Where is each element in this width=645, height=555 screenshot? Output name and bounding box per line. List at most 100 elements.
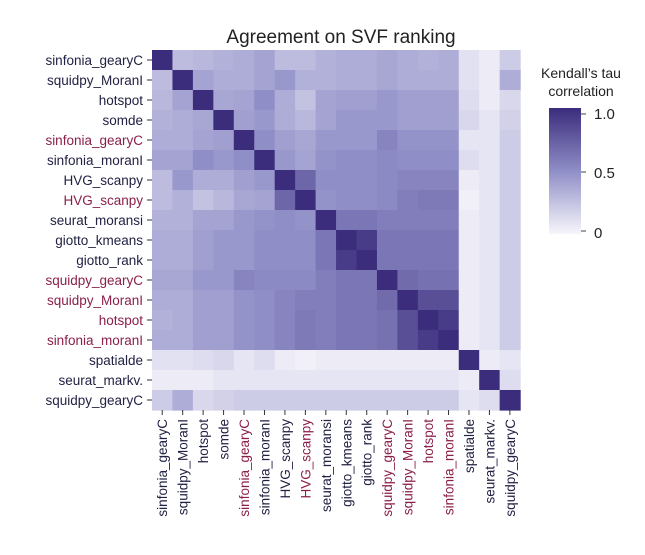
- heatmap-cell: [192, 290, 214, 311]
- heatmap-cell: [152, 210, 174, 231]
- heatmap-cell: [336, 130, 358, 151]
- heatmap-cell: [315, 290, 337, 311]
- heatmap-cell: [274, 310, 296, 331]
- heatmap-cell: [233, 270, 255, 291]
- heatmap-cell: [376, 110, 398, 131]
- colorbar-gradient: [549, 108, 581, 234]
- heatmap-cell: [479, 390, 501, 411]
- heatmap-cell: [172, 370, 194, 391]
- heatmap-cell: [356, 150, 378, 171]
- heatmap-cell: [397, 50, 419, 71]
- heatmap-cell: [254, 230, 276, 251]
- heatmap-cell: [417, 190, 439, 211]
- y-tick-label: HVG_scanpy: [63, 173, 143, 188]
- heatmap-cell: [356, 70, 378, 91]
- heatmap-cell: [295, 50, 317, 71]
- heatmap-cell: [152, 110, 174, 131]
- heatmap-cell: [295, 290, 317, 311]
- y-tick-label: sinfonia_moranI: [47, 333, 143, 348]
- heatmap-cell: [458, 250, 480, 271]
- colorbar-title-line-2: correlation: [548, 83, 613, 99]
- heatmap-cell: [479, 290, 501, 311]
- heatmap-cell: [152, 50, 174, 71]
- heatmap-cell: [499, 350, 521, 371]
- heatmap-cell: [274, 50, 296, 71]
- heatmap-cell: [397, 190, 419, 211]
- x-tick-label: spatialde: [462, 419, 477, 473]
- heatmap-cell: [336, 50, 358, 71]
- heatmap-cell: [356, 290, 378, 311]
- x-axis-tick-labels: sinfonia_gearyC squidpy_MoranI hotspot somd…: [155, 410, 518, 517]
- heatmap-cell: [438, 250, 460, 271]
- heatmap-cell: [336, 170, 358, 191]
- heatmap-cells: [152, 50, 521, 411]
- heatmap-cell: [274, 150, 296, 171]
- heatmap-cell: [499, 170, 521, 191]
- heatmap-cell: [397, 70, 419, 91]
- heatmap-cell: [274, 250, 296, 271]
- x-tick-label: sinfonia_moranI: [442, 419, 457, 515]
- heatmap-cell: [438, 350, 460, 371]
- heatmap-cell: [233, 390, 255, 411]
- heatmap-cell: [274, 350, 296, 371]
- heatmap-cell: [152, 330, 174, 351]
- heatmap-cell: [458, 310, 480, 331]
- heatmap-cell: [152, 170, 174, 191]
- heatmap-cell: [376, 250, 398, 271]
- heatmap-cell: [213, 70, 235, 91]
- x-tick-label: giotto_rank: [360, 419, 375, 486]
- heatmap-cell: [417, 290, 439, 311]
- heatmap-cell: [376, 370, 398, 391]
- heatmap-cell: [458, 350, 480, 371]
- heatmap-cell: [192, 370, 214, 391]
- heatmap-cell: [417, 390, 439, 411]
- heatmap-cell: [458, 130, 480, 151]
- heatmap-cell: [152, 130, 174, 151]
- y-tick-label: sinfonia_moranI: [47, 153, 143, 168]
- heatmap-cell: [213, 390, 235, 411]
- heatmap-cell: [438, 190, 460, 211]
- heatmap-cell: [397, 370, 419, 391]
- heatmap-cell: [233, 230, 255, 251]
- colorbar-tick-label-top: 1.0: [594, 106, 615, 123]
- y-tick-label: squidpy_MoranI: [47, 293, 143, 308]
- heatmap-cell: [376, 210, 398, 231]
- heatmap-cell: [397, 390, 419, 411]
- heatmap-cell: [295, 170, 317, 191]
- heatmap-cell: [315, 110, 337, 131]
- heatmap-cell: [295, 390, 317, 411]
- heatmap-cell: [295, 130, 317, 151]
- colorbar-title-line-1: Kendall’s tau: [541, 65, 621, 81]
- heatmap-cell: [356, 250, 378, 271]
- heatmap-cell: [254, 290, 276, 311]
- heatmap-cell: [315, 370, 337, 391]
- heatmap-cell: [336, 330, 358, 351]
- heatmap-cell: [274, 210, 296, 231]
- heatmap-cell: [192, 130, 214, 151]
- heatmap-cell: [295, 110, 317, 131]
- heatmap-cell: [458, 50, 480, 71]
- heatmap-cell: [192, 350, 214, 371]
- heatmap-cell: [152, 230, 174, 251]
- heatmap-cell: [499, 90, 521, 111]
- heatmap-cell: [438, 50, 460, 71]
- heatmap-cell: [315, 150, 337, 171]
- heatmap-cell: [213, 190, 235, 211]
- heatmap-cell: [438, 150, 460, 171]
- heatmap-cell: [233, 290, 255, 311]
- heatmap-cell: [254, 170, 276, 191]
- y-tick-label: squidpy_MoranI: [47, 73, 143, 88]
- heatmap-cell: [172, 250, 194, 271]
- heatmap-cell: [356, 50, 378, 71]
- heatmap-cell: [458, 190, 480, 211]
- heatmap-cell: [192, 190, 214, 211]
- heatmap-cell: [213, 290, 235, 311]
- heatmap-cell: [172, 210, 194, 231]
- colorbar: Kendall’s tau correlation 1.0 0.5 0: [541, 65, 621, 242]
- heatmap-cell: [438, 110, 460, 131]
- heatmap-cell: [213, 310, 235, 331]
- heatmap-cell: [152, 250, 174, 271]
- heatmap-cell: [458, 110, 480, 131]
- x-tick-label: seurat_moransi: [319, 419, 334, 512]
- heatmap-cell: [458, 270, 480, 291]
